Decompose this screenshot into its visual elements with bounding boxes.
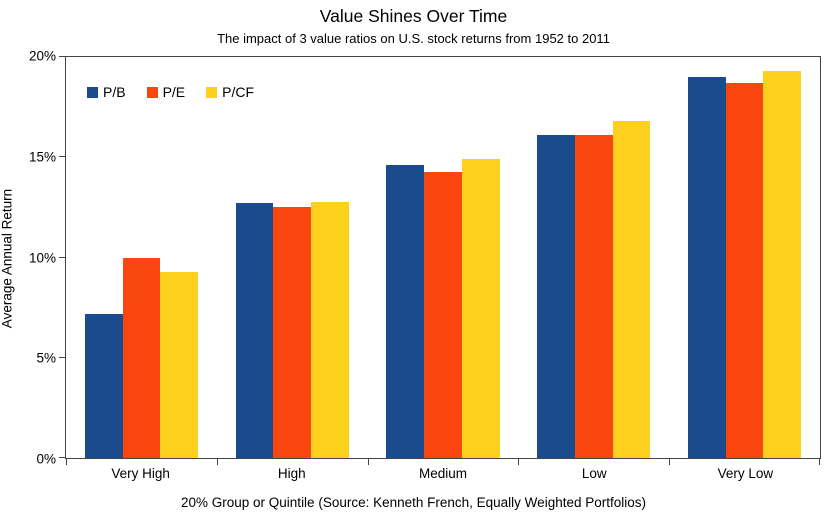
x-tick-mark bbox=[216, 458, 218, 465]
bar-p-cf-medium bbox=[461, 159, 500, 458]
x-category-label-very-high: Very High bbox=[111, 466, 170, 481]
bar-p-cf-low bbox=[612, 121, 651, 458]
bar-p-e-medium bbox=[424, 172, 462, 458]
x-tick-mark bbox=[819, 458, 820, 465]
legend-label-p-b: P/B bbox=[103, 84, 126, 100]
chart-title: Value Shines Over Time bbox=[319, 6, 508, 26]
legend: P/B P/E P/CF bbox=[87, 84, 254, 100]
x-category-label-low: Low bbox=[581, 466, 607, 481]
y-tick-labels: 0% 5% 10% 15% 20% bbox=[0, 49, 60, 467]
y-tick-mark bbox=[59, 256, 66, 258]
y-tick-label-0: 0% bbox=[36, 451, 56, 467]
y-tick-label-15: 15% bbox=[28, 149, 56, 165]
y-tick-mark bbox=[59, 356, 66, 358]
y-tick-mark bbox=[59, 457, 66, 458]
chart-subtitle: The impact of 3 value ratios on U.S. sto… bbox=[217, 31, 610, 46]
legend-swatch-p-e bbox=[146, 86, 158, 98]
bar-p-e-high bbox=[273, 207, 312, 458]
bar-p-b-very-low bbox=[688, 77, 726, 458]
plot-area: P/B P/E P/CF bbox=[59, 56, 821, 465]
bar-p-e-very-low bbox=[725, 83, 764, 458]
legend-item-p-b: P/B bbox=[87, 84, 126, 100]
x-category-label-medium: Medium bbox=[419, 466, 468, 481]
x-category-label-very-low: Very Low bbox=[717, 466, 774, 481]
bar-p-e-very-high bbox=[122, 257, 161, 458]
bar-p-b-medium bbox=[386, 165, 425, 458]
bar-p-cf-high bbox=[311, 202, 349, 458]
legend-swatch-p-cf bbox=[206, 86, 218, 98]
y-tick-mark bbox=[59, 156, 66, 158]
y-tick-label-10: 10% bbox=[28, 250, 56, 265]
x-tick-mark bbox=[518, 458, 520, 465]
bar-p-b-high bbox=[235, 203, 274, 458]
y-tick-mark bbox=[59, 56, 66, 57]
legend-item-p-e: P/E bbox=[146, 84, 186, 100]
x-axis-title: 20% Group or Quintile (Source: Kenneth F… bbox=[181, 495, 646, 510]
y-tick-label-5: 5% bbox=[36, 350, 56, 366]
x-tick-mark bbox=[367, 458, 369, 465]
x-category-label-high: High bbox=[277, 466, 306, 481]
bar-p-e-low bbox=[574, 135, 613, 458]
x-tick-mark bbox=[66, 458, 67, 465]
bar-p-b-very-high bbox=[84, 313, 123, 458]
legend-item-p-cf: P/CF bbox=[206, 84, 254, 100]
bar-p-b-low bbox=[537, 135, 575, 458]
legend-swatch-p-b bbox=[87, 86, 98, 98]
bar-p-cf-very-high bbox=[160, 271, 198, 458]
x-tick-mark bbox=[669, 458, 671, 465]
legend-label-p-cf: P/CF bbox=[222, 84, 255, 100]
x-category-labels: Very High High Medium Low Very Low bbox=[65, 466, 821, 481]
legend-label-p-e: P/E bbox=[162, 84, 186, 100]
bar-p-cf-very-low bbox=[763, 71, 802, 458]
y-tick-label-20: 20% bbox=[28, 48, 56, 64]
